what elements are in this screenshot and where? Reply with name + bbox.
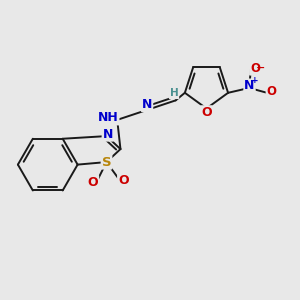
Text: S: S bbox=[102, 156, 111, 169]
Text: O: O bbox=[88, 176, 98, 189]
Text: H: H bbox=[169, 88, 178, 98]
Text: N: N bbox=[142, 98, 152, 111]
Text: N: N bbox=[103, 128, 113, 141]
Text: O: O bbox=[250, 61, 260, 75]
Text: O: O bbox=[201, 106, 212, 119]
Text: +: + bbox=[251, 76, 259, 85]
Text: NH: NH bbox=[98, 111, 118, 124]
Text: O: O bbox=[267, 85, 277, 98]
Text: N: N bbox=[244, 80, 255, 92]
Text: −: − bbox=[256, 63, 265, 73]
Text: O: O bbox=[118, 174, 129, 188]
